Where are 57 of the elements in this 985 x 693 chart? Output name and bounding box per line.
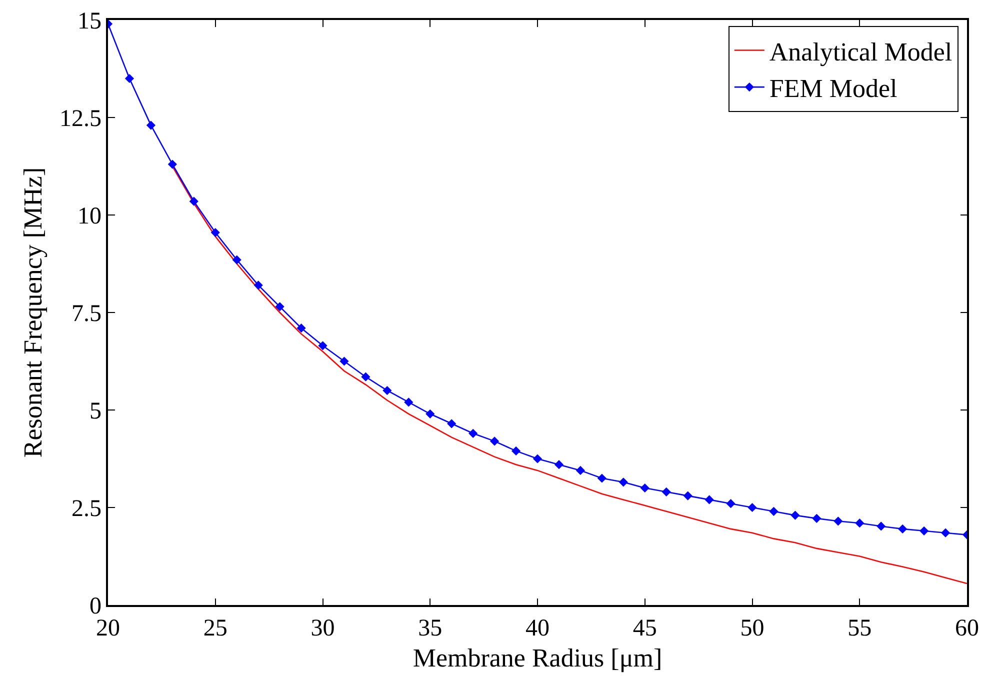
- x-tick-label: 60: [955, 616, 979, 642]
- y-tick-label: 15: [77, 8, 102, 34]
- point: [210, 228, 220, 238]
- point: [597, 474, 606, 483]
- point: [834, 516, 843, 526]
- y-tick-label: 12.5: [59, 106, 102, 132]
- point: [361, 372, 370, 382]
- point: [124, 74, 134, 84]
- point: [812, 514, 822, 523]
- point: [876, 522, 886, 531]
- x-tick-label: 25: [203, 616, 228, 642]
- point: [790, 510, 800, 520]
- point: [920, 526, 929, 536]
- point: [447, 419, 456, 428]
- point: [254, 280, 263, 290]
- point: [404, 398, 414, 407]
- point: [769, 506, 778, 516]
- point: [554, 460, 564, 470]
- point: [426, 409, 435, 418]
- point: [662, 487, 671, 496]
- point: [683, 491, 692, 500]
- x-tick-label: 55: [848, 616, 872, 642]
- legend-label: Analytical Model: [769, 37, 952, 66]
- point: [511, 446, 521, 456]
- point: [490, 436, 500, 446]
- y-tick-label: 2.5: [71, 496, 102, 522]
- point: [340, 356, 349, 366]
- point: [468, 428, 478, 438]
- point: [189, 196, 198, 206]
- point: [532, 454, 542, 464]
- point: [748, 502, 757, 512]
- y-tick-label: 5: [89, 398, 102, 424]
- point: [296, 324, 306, 333]
- point: [275, 302, 284, 312]
- point: [940, 528, 950, 538]
- x-tick-label: 40: [526, 616, 550, 642]
- point: [576, 466, 585, 475]
- point: [640, 483, 650, 493]
- point: [318, 341, 328, 350]
- point: [704, 495, 714, 504]
- x-tick-label: 50: [740, 616, 764, 642]
- point: [898, 524, 908, 534]
- point: [855, 518, 864, 528]
- y-axis-title: Resonant Frequency [MHz]: [18, 167, 48, 458]
- point: [168, 160, 177, 169]
- y-tick-label: 7.5: [71, 300, 102, 327]
- legend-label: FEM Model: [769, 74, 898, 104]
- x-tick-label: 35: [418, 616, 442, 642]
- point: [726, 499, 736, 508]
- point: [146, 120, 156, 130]
- x-tick-label: 45: [632, 616, 657, 642]
- point: [382, 386, 392, 396]
- point: [618, 478, 628, 487]
- point: [232, 255, 242, 264]
- y-tick-label: 10: [77, 203, 102, 230]
- x-axis-title: Membrane Radius [μm]: [412, 644, 662, 673]
- x-tick-label: 30: [310, 616, 335, 642]
